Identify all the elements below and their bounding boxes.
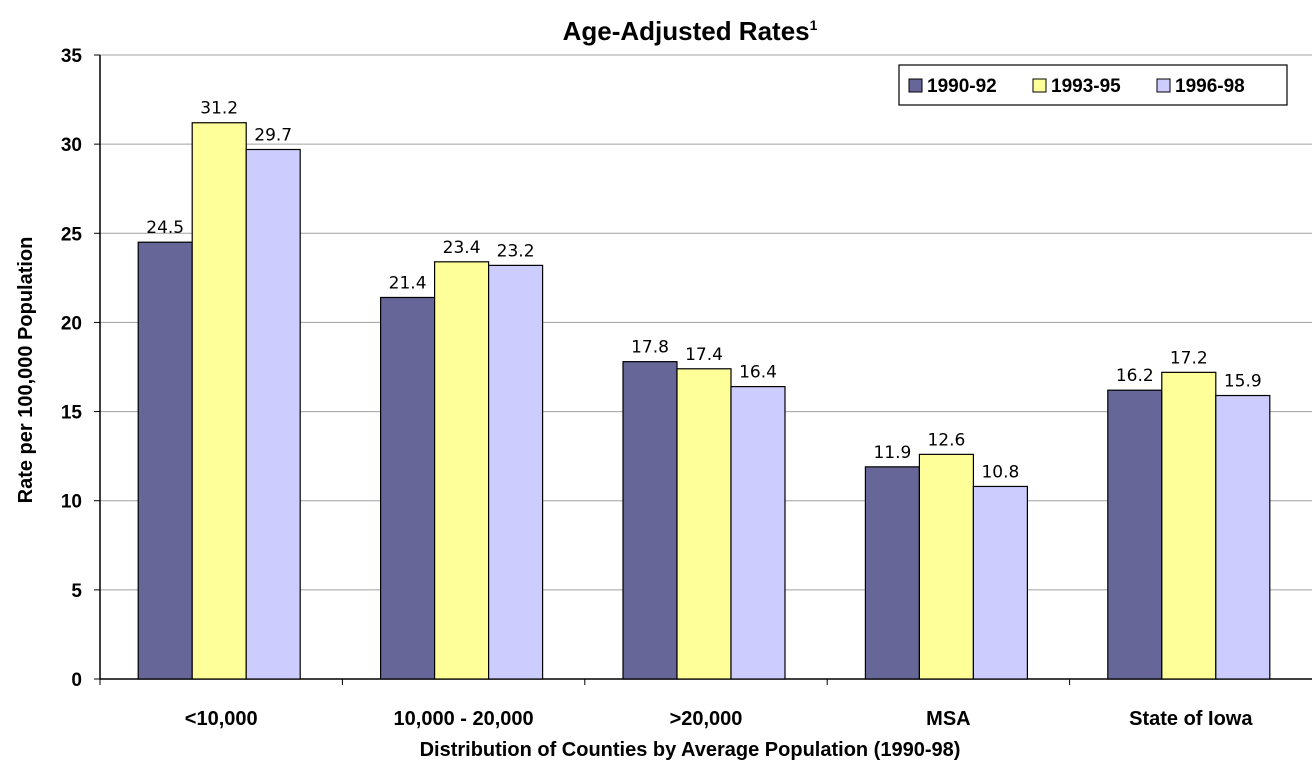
data-label: 29.7 (254, 125, 292, 145)
x-tick-label: 10,000 - 20,000 (394, 708, 534, 730)
bar (488, 264, 544, 680)
bar (245, 148, 301, 680)
data-label: 24.5 (146, 218, 184, 238)
bars (137, 122, 1271, 680)
x-tick-label: MSA (926, 708, 970, 730)
bar (380, 296, 436, 680)
y-tick-label: 15 (61, 403, 83, 424)
y-tick-label: 20 (61, 313, 82, 334)
data-label: 23.4 (443, 238, 481, 258)
chart-title: Age-Adjusted Rates1 (563, 16, 818, 46)
data-label: 23.2 (497, 241, 535, 261)
y-tick-label: 25 (61, 224, 83, 245)
bar (137, 241, 193, 680)
bar (918, 453, 975, 680)
data-labels: 24.5 31.2 29.7 21.4 23.4 23.2 17.8 17.4 16.4 11.9… (146, 99, 1261, 483)
y-axis-ticks: 0 5 10 15 20 25 30 35 (61, 46, 100, 691)
bar (676, 368, 732, 680)
legend-box (898, 64, 1288, 106)
legend-label: 1996-98 (1175, 76, 1245, 97)
bar (864, 466, 921, 680)
data-label: 17.8 (631, 338, 669, 358)
data-label: 16.4 (739, 363, 777, 383)
y-tick-label: 5 (71, 581, 82, 602)
x-axis-label: Distribution of Counties by Average Popu… (420, 739, 961, 761)
bar (1215, 394, 1271, 680)
bar (972, 485, 1029, 680)
y-tick-label: 30 (61, 135, 82, 156)
y-tick-label: 10 (61, 492, 82, 513)
y-tick-label: 35 (61, 46, 83, 67)
data-label: 31.2 (200, 99, 238, 119)
y-axis-label: Rate per 100,000 Population (15, 237, 37, 504)
legend-swatch (908, 78, 923, 93)
bar (1107, 389, 1163, 680)
bar (191, 122, 247, 680)
legend-swatch (1032, 78, 1047, 93)
legend-swatch (1156, 78, 1171, 93)
data-label: 12.6 (927, 430, 965, 450)
bar (434, 261, 490, 680)
x-tick-label: <10,000 (185, 708, 258, 730)
data-label: 17.4 (685, 345, 723, 365)
x-tick-label: >20,000 (670, 708, 743, 730)
x-axis-ticks: <10,000 10,000 - 20,000 >20,000 MSA State of… (99, 679, 1253, 730)
data-label: 16.2 (1116, 366, 1154, 386)
data-label: 10.8 (981, 462, 1019, 482)
legend-label: 1990-92 (927, 76, 997, 97)
title-superscript: 1 (810, 17, 818, 33)
data-label: 11.9 (873, 443, 911, 463)
data-label: 17.2 (1170, 348, 1208, 368)
legend-label: 1993-95 (1051, 76, 1121, 97)
y-tick-label: 0 (71, 670, 82, 691)
data-label: 15.9 (1224, 372, 1262, 392)
bar (730, 386, 786, 680)
data-label: 21.4 (389, 273, 427, 293)
x-tick-label: State of Iowa (1129, 708, 1253, 730)
legend: 1990-92 1993-95 1996-98 (898, 64, 1288, 106)
bar (622, 361, 678, 680)
bar (1161, 371, 1217, 680)
